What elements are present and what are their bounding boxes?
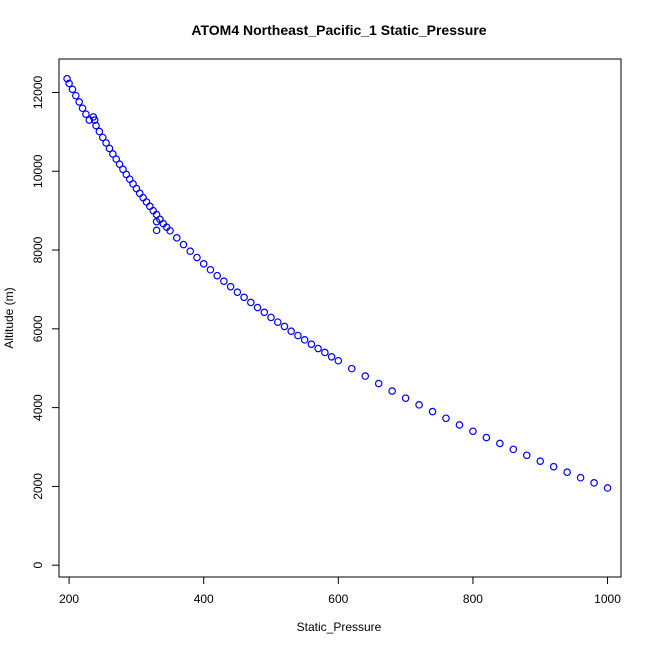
data-point xyxy=(603,484,612,492)
data-point xyxy=(455,421,464,429)
data-point xyxy=(92,121,100,130)
data-point xyxy=(63,74,71,83)
data-point xyxy=(361,372,370,380)
x-tick-label: 1000 xyxy=(594,592,621,606)
data-point xyxy=(172,234,181,242)
data-point xyxy=(590,479,598,487)
data-point xyxy=(536,457,545,465)
data-point xyxy=(280,322,289,331)
points-layer xyxy=(63,74,612,492)
data-point xyxy=(260,308,269,317)
data-point xyxy=(152,226,161,235)
data-point xyxy=(496,439,504,448)
data-point xyxy=(142,198,151,206)
y-tick-label: 10000 xyxy=(31,154,45,188)
data-point xyxy=(401,394,410,402)
data-point xyxy=(105,144,114,153)
data-point xyxy=(334,356,343,365)
data-point xyxy=(563,468,571,477)
data-point xyxy=(247,298,255,307)
y-axis: 0 2000 4000 6000 8000 10000 12000 xyxy=(31,75,60,569)
plot-frame xyxy=(58,58,622,578)
data-point xyxy=(374,379,383,388)
y-tick-label: 8000 xyxy=(31,236,45,263)
data-point xyxy=(102,139,110,147)
data-point xyxy=(115,160,124,168)
data-point xyxy=(179,240,188,249)
x-tick-label: 600 xyxy=(328,592,348,606)
data-point xyxy=(307,340,316,348)
y-tick-label: 6000 xyxy=(31,315,45,342)
y-tick-label: 2000 xyxy=(31,473,45,500)
x-axis: 200 400 600 800 1000 xyxy=(59,576,621,606)
data-point xyxy=(166,226,174,235)
data-point xyxy=(273,318,282,326)
data-point xyxy=(482,433,491,442)
x-tick-label: 800 xyxy=(463,592,483,606)
x-tick-label: 200 xyxy=(59,592,79,606)
data-point xyxy=(206,265,215,274)
data-point xyxy=(65,79,73,88)
data-point xyxy=(287,327,296,335)
data-point xyxy=(186,247,195,256)
data-point xyxy=(233,288,242,296)
data-point xyxy=(347,364,356,373)
chart-title: ATOM4 Northeast_Pacific_1 Static_Pressur… xyxy=(191,22,486,38)
y-tick-label: 4000 xyxy=(31,394,45,421)
data-point xyxy=(294,331,302,340)
data-point xyxy=(576,473,585,482)
data-point xyxy=(68,85,77,94)
data-point xyxy=(253,303,262,312)
data-point xyxy=(75,98,83,106)
data-point xyxy=(95,127,104,136)
data-point xyxy=(300,336,309,344)
y-tick-label: 12000 xyxy=(31,75,45,109)
data-point xyxy=(78,104,87,113)
data-point xyxy=(267,313,275,322)
x-axis-label: Static_Pressure xyxy=(297,620,382,634)
data-point xyxy=(139,193,147,202)
data-point xyxy=(72,91,80,100)
data-point xyxy=(112,155,121,163)
data-point xyxy=(522,451,531,460)
data-point xyxy=(146,202,154,211)
data-point xyxy=(98,133,107,142)
data-point xyxy=(388,387,396,395)
data-point xyxy=(415,401,423,409)
data-point xyxy=(314,344,322,353)
x-tick-label: 400 xyxy=(194,592,214,606)
data-point xyxy=(226,282,235,291)
data-point xyxy=(199,260,208,268)
data-point xyxy=(109,150,117,158)
data-point xyxy=(469,427,477,436)
data-point xyxy=(549,462,558,471)
data-point xyxy=(240,293,248,302)
data-point xyxy=(327,353,336,361)
y-axis-label: Altitude (m) xyxy=(2,287,16,348)
data-point xyxy=(213,271,221,280)
data-point xyxy=(193,253,201,262)
data-point xyxy=(119,165,127,174)
y-tick-label: 0 xyxy=(31,562,45,569)
data-point xyxy=(442,414,450,423)
data-point xyxy=(82,110,90,118)
data-point xyxy=(90,116,99,124)
data-point xyxy=(135,189,144,198)
data-point xyxy=(321,348,329,357)
data-point xyxy=(428,407,437,416)
data-point xyxy=(509,445,518,454)
data-point xyxy=(220,277,228,285)
